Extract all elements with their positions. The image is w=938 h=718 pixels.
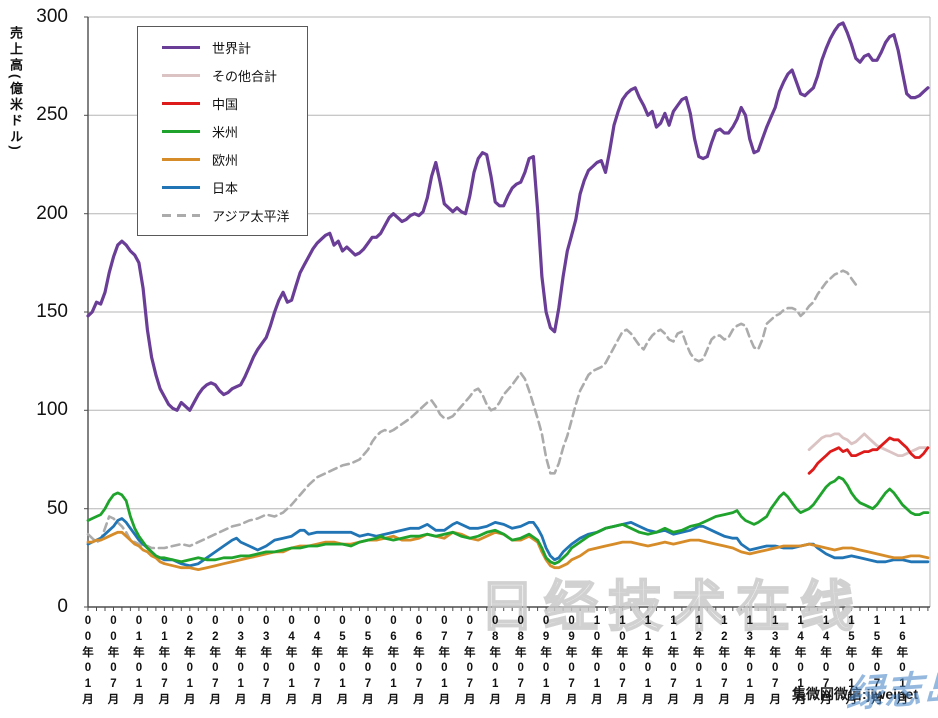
legend-item: 米州 [138, 119, 307, 143]
legend-swatch-その他合計 [162, 73, 200, 77]
legend-label: 中国 [212, 96, 239, 112]
legend-swatch-日本 [162, 185, 200, 189]
x-tick-label: 0 9 年 0 7 月 [565, 615, 578, 706]
legend-swatch-米州 [162, 129, 200, 133]
legend-swatch-アジア太平洋 [162, 213, 200, 217]
legend: 世界計その他合計中国米州欧州日本アジア太平洋 [137, 26, 308, 236]
x-tick-label: 1 5 年 0 7 月 [871, 615, 883, 706]
y-tick-label: 150 [36, 301, 68, 322]
x-tick-label: 0 7 年 0 7 月 [464, 615, 476, 706]
x-tick-label: 1 0 年 0 7 月 [616, 615, 629, 706]
series-line-asia-pacific [86, 269, 858, 550]
y-axis-title: 売上高(億米ドル) [8, 26, 23, 153]
x-tick-label: 1 1 年 0 7 月 [667, 615, 680, 706]
series-line-americas [86, 475, 930, 566]
x-tick-label: 1 2 年 0 7 月 [718, 615, 731, 706]
legend-label: アジア太平洋 [212, 208, 290, 224]
x-tick-label: 0 6 年 0 7 月 [413, 615, 425, 706]
x-tick-label: 0 3 年 0 1 月 [234, 615, 247, 706]
x-tick-label: 1 4 年 0 1 月 [794, 615, 807, 706]
x-tick-label: 1 1 年 0 1 月 [642, 615, 654, 706]
legend-label: 欧州 [212, 152, 239, 168]
legend-label: その他合計 [212, 68, 278, 84]
y-tick-label: 100 [36, 399, 68, 421]
legend-item: 欧州 [138, 147, 307, 171]
x-tick-label: 0 2 年 0 7 月 [209, 615, 222, 706]
legend-item: その他合計 [138, 63, 307, 87]
watermark-jiweinet: 集微网微信:jiweinet [792, 686, 919, 702]
legend-swatch-中国 [162, 101, 200, 105]
x-tick-label: 0 6 年 0 1 月 [387, 615, 400, 706]
x-tick-label: 0 4 年 0 7 月 [311, 615, 323, 706]
x-tick-label: 0 4 年 0 1 月 [285, 615, 298, 706]
x-tick-label: 0 7 年 0 1 月 [438, 615, 451, 706]
legend-item: 中国 [138, 91, 307, 115]
legend-label: 米州 [212, 124, 239, 140]
x-tick-label: 0 8 年 0 1 月 [489, 615, 501, 706]
x-tick-label: 0 3 年 0 7 月 [260, 615, 272, 706]
y-tick-label: 250 [36, 104, 68, 126]
y-tick-label: 200 [36, 202, 68, 224]
x-tick-label: 1 3 年 0 7 月 [769, 615, 781, 706]
x-tick-label: 0 0 年 0 7 月 [107, 615, 120, 706]
y-tick-label: 50 [46, 497, 68, 519]
y-axis-tick-labels: 300 250 200 150 100 50 0 [0, 0, 68, 716]
series-line-europe [86, 530, 930, 571]
legend-swatch-欧州 [162, 157, 200, 161]
y-tick-label: 0 [57, 596, 68, 617]
y-tick-label: 300 [36, 6, 68, 27]
x-tick-label: 0 5 年 0 1 月 [336, 615, 349, 706]
x-tick-label: 1 3 年 0 1 月 [743, 615, 756, 706]
x-tick-label: 1 6 年 0 1 月 [896, 615, 909, 706]
legend-swatch-世界計 [162, 45, 200, 49]
legend-item: アジア太平洋 [138, 203, 307, 227]
series-line-world-total [86, 21, 930, 412]
x-tick-label: 1 4 年 0 7 月 [820, 615, 832, 706]
legend-label: 日本 [212, 180, 239, 196]
legend-label: 世界計 [212, 40, 252, 56]
series-line-others-total [807, 432, 930, 458]
series-line-china [807, 436, 930, 475]
x-tick-label: 0 8 年 0 7 月 [514, 615, 527, 706]
x-tick-label: 0 5 年 0 7 月 [362, 615, 374, 706]
x-tick-label: 1 0 年 0 1 月 [591, 615, 603, 706]
legend-item: 世界計 [138, 35, 307, 59]
series-line-japan [86, 517, 930, 568]
x-tick-label: 0 9 年 0 1 月 [540, 615, 552, 706]
x-tick-label: 1 2 年 0 1 月 [693, 615, 705, 706]
x-tick-label: 0 2 年 0 1 月 [184, 615, 196, 706]
x-tick-label: 1 5 年 0 1 月 [845, 615, 858, 706]
x-tick-label: 0 1 年 0 1 月 [133, 615, 145, 706]
x-tick-label: 0 1 年 0 7 月 [158, 615, 171, 706]
x-tick-label: 0 0 年 0 1 月 [82, 615, 94, 706]
legend-item: 日本 [138, 175, 307, 199]
